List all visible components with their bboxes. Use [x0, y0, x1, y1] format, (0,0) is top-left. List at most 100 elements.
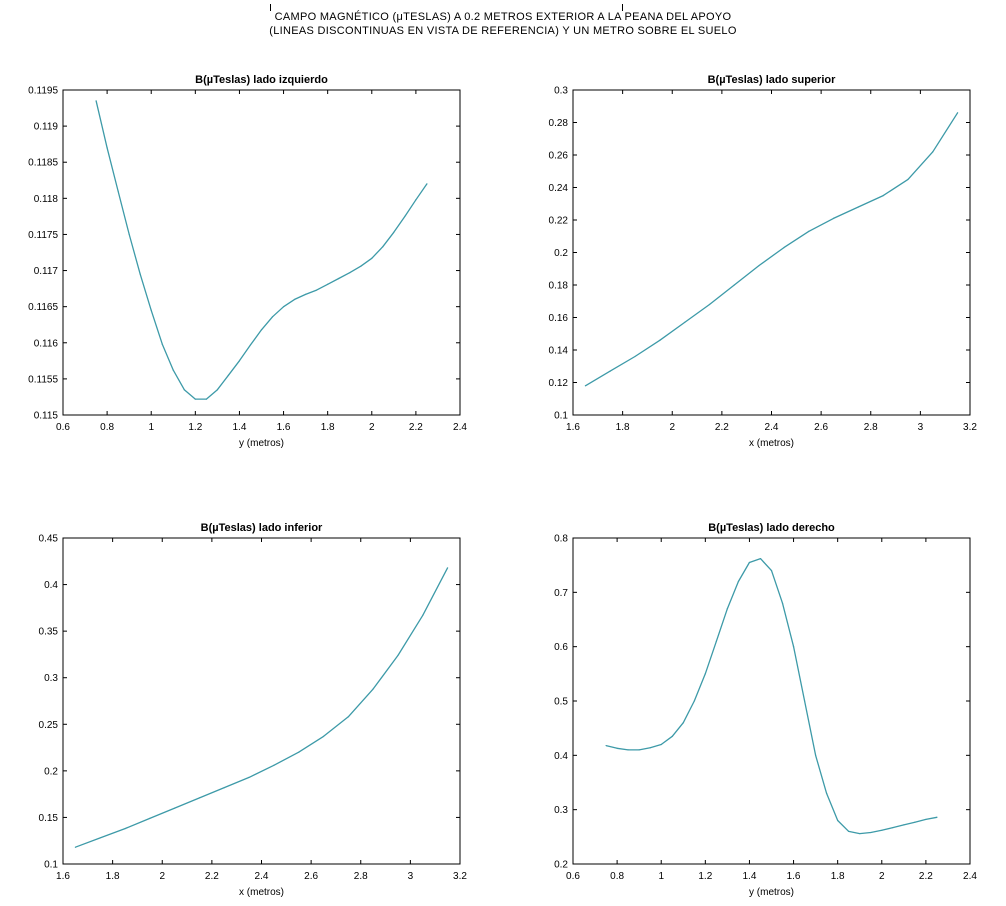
data-point — [903, 824, 905, 826]
y-tick-label: 0.1 — [554, 411, 568, 422]
series-line — [585, 112, 959, 387]
plot-lado-izquierdo: B(µTeslas) lado izquierdo 0.6 0.8 1 1.2 1.4 1.… — [28, 74, 467, 449]
y-tick-label: 0.119 — [34, 122, 59, 133]
data-point — [783, 247, 785, 249]
y-tick-label: 0.1155 — [28, 374, 58, 385]
data-point — [415, 199, 417, 201]
y-tick-label: 0.117 — [34, 266, 59, 277]
x-tick-label: 0.6 — [566, 871, 580, 882]
data-point — [936, 816, 938, 818]
axes-box — [572, 89, 971, 416]
x-tick-label: 1.8 — [106, 871, 120, 882]
data-point — [660, 743, 662, 746]
y-tick-label: 0.1 — [44, 860, 58, 871]
data-point — [837, 819, 839, 822]
series-line — [75, 567, 449, 848]
data-point — [446, 567, 449, 569]
y-tick-label: 0.25 — [39, 720, 59, 731]
figure-title: CAMPO MAGNÉTICO (μTESLAS) A 0.2 METROS E… — [0, 10, 1006, 38]
x-tick-label: 2.4 — [255, 871, 269, 882]
data-point — [322, 735, 325, 737]
top-tick-mark-right — [622, 4, 623, 11]
plot-lado-inferior: B(µTeslas) lado inferior 1.6 1.8 2 2.2 2.4 2.6… — [39, 522, 468, 898]
y-tick-label: 0.115 — [34, 411, 59, 422]
data-point — [733, 284, 735, 286]
data-point — [682, 722, 684, 724]
x-tick-label: 1.2 — [698, 871, 712, 882]
y-tick-label: 0.24 — [549, 183, 569, 194]
y-tick-label: 0.45 — [39, 534, 59, 545]
x-tick-label: 2.4 — [453, 422, 467, 433]
data-point — [826, 792, 828, 794]
x-axis-label: x (metros) — [749, 438, 794, 449]
y-tick-label: 0.3 — [44, 673, 58, 684]
data-point — [347, 716, 349, 718]
data-point — [422, 614, 424, 616]
data-point — [273, 764, 275, 766]
y-tick-label: 0.2 — [44, 766, 58, 777]
data-point — [627, 749, 629, 751]
y-tick-label: 0.3 — [554, 86, 568, 97]
data-point — [382, 246, 384, 248]
data-point — [360, 265, 362, 267]
y-tick-label: 0.2 — [554, 248, 568, 259]
x-tick-label: 1.8 — [616, 422, 630, 433]
y-tick-label: 0.8 — [554, 534, 568, 545]
data-point — [371, 257, 373, 259]
figure-title-line-2: (LINEAS DISCONTINUAS EN VISTA DE REFEREN… — [269, 25, 737, 37]
y-tick-label: 0.6 — [554, 642, 568, 653]
y-tick-label: 0.4 — [554, 751, 568, 762]
data-point — [770, 570, 773, 572]
data-point — [198, 797, 201, 799]
plot-title: B(µTeslas) lado izquierdo — [195, 74, 328, 86]
plot-title: B(µTeslas) lado derecho — [708, 522, 835, 534]
data-point — [349, 272, 351, 274]
y-tick-label: 0.3 — [554, 805, 568, 816]
data-point — [605, 744, 607, 747]
axes-box — [62, 89, 461, 416]
x-tick-label: 2.8 — [864, 422, 878, 433]
data-point — [397, 654, 399, 656]
x-tick-label: 2 — [369, 422, 375, 433]
data-point — [684, 321, 686, 323]
top-tick-mark-left — [270, 4, 271, 11]
data-point — [726, 608, 728, 610]
x-tick-label: 3.2 — [453, 871, 467, 882]
data-point — [227, 374, 230, 376]
x-tick-label: 1.8 — [831, 871, 845, 882]
data-point — [298, 751, 300, 753]
data-point — [649, 747, 651, 749]
plot-lado-superior: B(µTeslas) lado superior 1.6 1.8 2 2.2 2.4 2.6… — [549, 74, 978, 449]
data-point — [914, 821, 916, 823]
data-point — [808, 230, 810, 232]
axes-box — [572, 537, 971, 865]
y-tick-label: 0.16 — [549, 313, 569, 324]
data-point — [316, 289, 318, 291]
y-tick-label: 0.35 — [39, 627, 59, 638]
x-tick-label: 2 — [879, 871, 885, 882]
data-point — [737, 580, 740, 583]
data-point — [172, 369, 174, 371]
x-tick-label: 3 — [918, 422, 924, 433]
y-tick-label: 0.12 — [549, 378, 569, 389]
x-tick-label: 0.8 — [100, 422, 114, 433]
x-tick-label: 2 — [159, 871, 165, 882]
y-tick-label: 0.1185 — [28, 158, 58, 169]
data-point — [305, 293, 307, 295]
data-point — [223, 787, 225, 789]
data-point — [708, 303, 711, 306]
data-point — [95, 100, 97, 102]
y-tick-label: 0.28 — [549, 118, 569, 129]
data-point — [393, 231, 395, 233]
data-point — [932, 151, 934, 153]
data-point — [857, 206, 859, 208]
x-tick-label: 2.2 — [409, 422, 423, 433]
data-point — [659, 339, 661, 341]
y-tick-label: 0.118 — [34, 194, 59, 205]
data-point — [638, 749, 640, 751]
plot-title: B(µTeslas) lado superior — [708, 74, 836, 86]
y-tick-label: 0.116 — [34, 338, 59, 349]
x-tick-label: 1.2 — [188, 422, 202, 433]
data-point — [128, 233, 130, 236]
y-tick-label: 0.1175 — [28, 230, 58, 241]
